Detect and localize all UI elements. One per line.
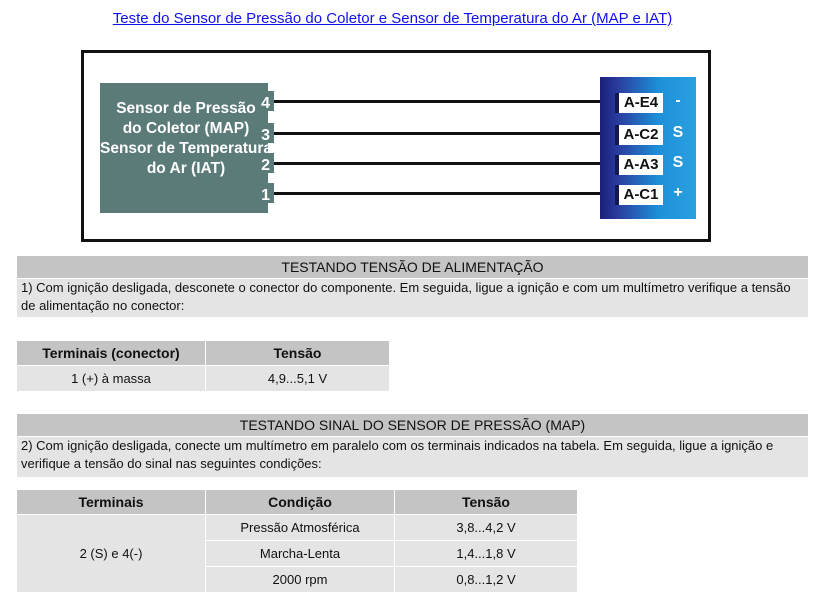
wiring-diagram: Sensor de Pressão do Coletor (MAP) Senso… bbox=[81, 50, 711, 242]
terminal-label: A-C1 bbox=[615, 185, 663, 205]
pin-tab bbox=[266, 123, 274, 143]
sensor-block: Sensor de Pressão do Coletor (MAP) Senso… bbox=[100, 83, 272, 213]
table-cell: 1 (+) à massa bbox=[17, 366, 205, 391]
terminal-label: A-E4 bbox=[615, 93, 663, 113]
table-cell: 4,9...5,1 V bbox=[206, 366, 389, 391]
ecu-connector: A-E4 A-C2 A-A3 A-C1 - S S + bbox=[600, 77, 696, 219]
table-cell: 3,8...4,2 V bbox=[395, 515, 577, 540]
table-row: 2000 rpm 0,8...1,2 V bbox=[17, 567, 577, 592]
signal-label: S bbox=[672, 124, 684, 141]
wire bbox=[274, 100, 600, 103]
map-signal-table: Terminais Condição Tensão 2 (S) e 4(-) Pres… bbox=[16, 489, 578, 593]
signal-label: S bbox=[672, 154, 684, 171]
column-header: Tensão bbox=[206, 341, 389, 365]
sensor-label-line: Sensor de Pressão bbox=[116, 100, 256, 117]
column-header: Terminais bbox=[17, 490, 205, 514]
column-header: Terminais (conector) bbox=[17, 341, 205, 365]
terminal-label: A-C2 bbox=[615, 125, 663, 145]
wire bbox=[274, 192, 600, 195]
section-text: 1) Com ignição desligada, desconete o co… bbox=[17, 279, 808, 317]
column-header: Condição bbox=[206, 490, 394, 514]
section-heading: TESTANDO TENSÃO DE ALIMENTAÇÃO bbox=[17, 256, 808, 278]
pin-tab bbox=[266, 183, 274, 203]
table-row: Marcha-Lenta 1,4...1,8 V bbox=[17, 541, 577, 566]
signal-label: - bbox=[675, 92, 681, 109]
section-text: 2) Com ignição desligada, conecte um mul… bbox=[17, 437, 808, 477]
sensor-label-line: do Ar (IAT) bbox=[146, 160, 226, 177]
table-cell: Marcha-Lenta bbox=[206, 541, 394, 566]
table-cell: Pressão Atmosférica bbox=[206, 515, 394, 540]
pin-tab bbox=[266, 91, 274, 111]
sensor-label-line: do Coletor (MAP) bbox=[122, 120, 250, 137]
column-header: Tensão bbox=[395, 490, 577, 514]
supply-voltage-table: Terminais (conector) Tensão 1 (+) à massa… bbox=[16, 340, 390, 392]
table-row: 2 (S) e 4(-) Pressão Atmosférica 3,8...4,2… bbox=[17, 515, 577, 592]
pin-number: 3 bbox=[261, 127, 270, 144]
table-cell: 0,8...1,2 V bbox=[395, 567, 577, 592]
wire bbox=[274, 132, 600, 135]
table-cell: 1,4...1,8 V bbox=[395, 541, 577, 566]
pin-number: 1 bbox=[261, 187, 270, 204]
sensor-label-line: Sensor de Temperatura bbox=[100, 140, 272, 157]
table-cell: 2000 rpm bbox=[206, 567, 394, 592]
section-heading: TESTANDO SINAL DO SENSOR DE PRESSÃO (MAP… bbox=[17, 414, 808, 436]
signal-label: + bbox=[673, 184, 683, 201]
page-title-link[interactable]: Teste do Sensor de Pressão do Coletor e … bbox=[112, 10, 673, 27]
wire bbox=[274, 162, 600, 165]
table-row: 1 (+) à massa 4,9...5,1 V bbox=[17, 366, 389, 391]
pin-number: 2 bbox=[261, 157, 270, 174]
terminal-label: A-A3 bbox=[615, 155, 663, 175]
pin-tab bbox=[266, 153, 274, 173]
pin-number: 4 bbox=[261, 95, 270, 112]
table-cell: 2 (S) e 4(-) bbox=[17, 515, 205, 592]
